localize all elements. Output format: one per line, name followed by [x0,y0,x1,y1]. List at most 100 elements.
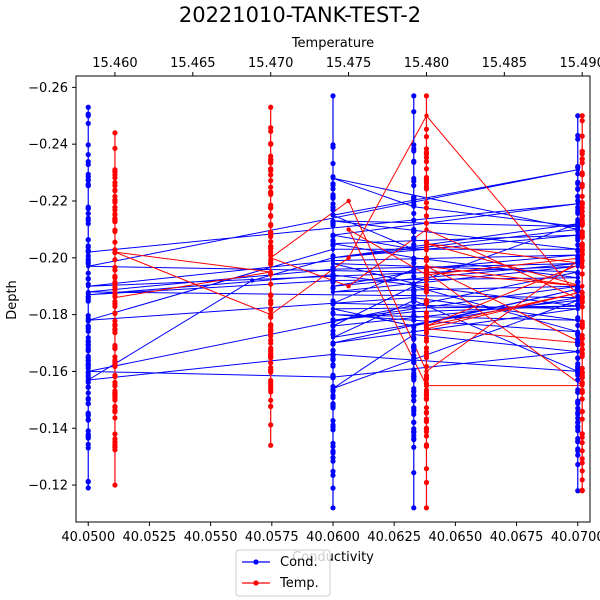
data-point-cond [575,405,581,411]
data-point-temp [579,264,585,270]
data-point-cond [411,287,417,293]
x2-tick-label: 15.475 [326,56,372,71]
data-point-temp [579,247,585,253]
data-point-temp [423,176,430,182]
data-point-cond [411,388,417,394]
data-point-cond [85,161,91,168]
data-point-temp [579,294,585,300]
data-point-temp [579,460,585,466]
data-point-temp [112,431,118,437]
data-point-cond [330,181,336,187]
x-tick-label: 40.0650 [428,530,482,545]
data-point-cond [330,458,336,464]
data-point-temp [579,456,585,462]
data-point-cond [411,109,417,115]
data-point-cond [411,345,417,351]
data-point-temp [268,141,274,147]
data-point-temp [112,281,118,287]
data-point-cond [411,247,416,252]
x-tick-label: 40.0575 [245,530,299,545]
data-point-cond [575,275,580,280]
data-point-temp [423,345,430,351]
data-point-temp [268,269,273,275]
data-point-cond [330,93,336,99]
data-point-cond [411,241,417,248]
data-point-cond [330,144,336,150]
data-point-temp [423,126,430,132]
data-point-temp [423,277,430,283]
data-point-temp [268,212,274,219]
data-point-cond [85,215,91,221]
data-point-cond [85,417,91,423]
data-point-cond [86,249,91,255]
x-tick-label: 40.0600 [306,530,360,545]
data-point-temp [580,255,585,260]
data-point-cond [330,418,336,424]
data-point-cond [575,452,581,458]
data-point-cond [411,309,416,314]
data-point-cond [85,358,91,364]
data-point-temp [112,382,118,388]
data-point-temp [579,365,585,371]
data-point-temp [112,295,118,300]
data-point-temp [268,172,274,178]
data-point-temp [423,288,430,294]
data-point-cond [411,328,417,334]
data-point-cond [330,335,336,340]
data-point-cond [575,237,581,243]
data-point-cond [85,384,91,390]
data-point-cond [575,369,580,374]
data-point-temp [268,281,274,287]
data-point-cond [85,479,91,485]
data-point-temp [423,93,430,99]
data-point-temp [579,241,585,247]
data-point-temp [423,154,430,161]
data-point-temp [423,433,430,439]
data-point-temp [579,396,585,402]
data-point-temp [423,396,430,402]
data-point-cond [85,431,91,437]
data-point-cond [330,284,336,289]
data-point-temp [423,479,430,486]
data-point-cond [85,435,91,441]
data-point-temp [268,422,274,428]
data-point-temp [579,208,585,214]
data-point-cond [85,395,91,401]
data-point-temp [579,181,585,187]
data-point-cond [330,289,336,295]
data-point-temp [579,416,585,422]
data-point-cond [330,448,336,454]
data-point-cond [330,422,336,428]
data-point-cond [330,468,336,474]
data-point-cond [411,428,417,434]
data-point-cond [330,328,336,334]
data-point-cond [85,237,91,243]
data-point-cond [411,255,416,260]
data-point-cond [575,303,580,309]
data-point-cond [330,386,336,391]
data-point-temp [112,358,118,365]
data-point-cond [85,142,91,148]
data-point-temp [423,318,430,324]
data-point-temp [423,297,430,303]
data-point-temp [423,158,430,165]
y-tick-label: −0.20 [28,251,68,266]
data-point-cond [85,328,91,334]
data-point-temp [579,440,585,446]
data-point-temp [423,134,430,140]
data-point-temp [268,189,274,195]
chart-title: 20221010-TANK-TEST-2 [179,3,421,27]
data-point-temp [424,269,429,275]
data-point-cond [85,221,91,227]
data-point-cond [411,374,417,380]
data-point-cond [411,93,417,99]
data-point-temp [423,426,430,432]
data-point-temp [112,172,118,178]
data-point-temp [268,389,274,395]
data-point-temp [346,284,351,289]
y-tick-label: −0.26 [28,81,68,96]
data-point-temp [423,376,430,382]
data-point-cond [330,485,336,491]
data-point-temp [112,444,118,450]
data-point-temp [112,345,118,351]
